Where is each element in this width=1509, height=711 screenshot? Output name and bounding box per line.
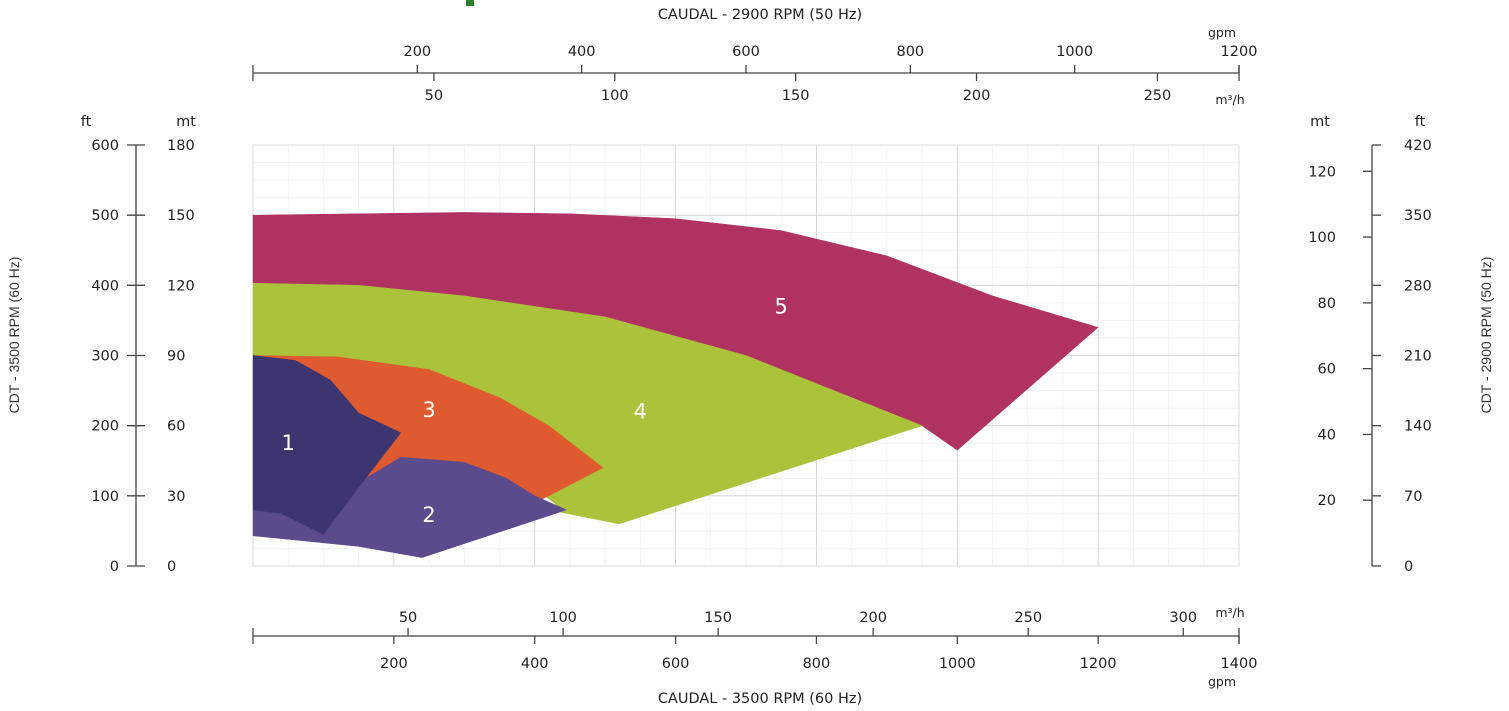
left-mt-tick-label: 60 [167, 419, 185, 435]
left-ft-unit: ft [81, 114, 92, 130]
left-vertical-title: CDT - 3500 RPM (60 Hz) [6, 257, 22, 414]
top-m3h-tick-label: 100 [601, 88, 629, 104]
right-ft-tick-label: 280 [1404, 278, 1432, 294]
left-ft-tick-label: 200 [91, 419, 119, 435]
top-m3h-unit: m³/h [1215, 92, 1244, 107]
right-mt-tick-label: 60 [1318, 362, 1336, 378]
region-1 [252, 355, 402, 535]
left-ft-tick-label: 100 [91, 489, 119, 505]
bottom-m3h-tick-label: 200 [859, 610, 887, 626]
top-m3h-tick-label: 50 [425, 88, 443, 104]
region-label-4: 4 [634, 400, 647, 424]
bottom-m3h-tick-label: 100 [549, 610, 577, 626]
top-gpm-tick-label: 600 [732, 44, 760, 60]
left-ft-tick-label: 0 [110, 559, 119, 575]
left-ft-tick-label: 400 [91, 278, 119, 294]
right-ft-tick-label: 140 [1404, 419, 1432, 435]
performance-regions [252, 212, 1099, 558]
region-labels: 5 4 3 2 1 [282, 294, 788, 526]
right-vertical-title: CDT - 2900 RPM (50 Hz) [1478, 257, 1494, 414]
left-mt-tick-label: 150 [167, 208, 195, 224]
left-mt-tick-label: 0 [167, 559, 176, 575]
right-ft-tick-label: 0 [1404, 559, 1413, 575]
bottom-m3h-unit: m³/h [1215, 605, 1244, 620]
region-label-3: 3 [422, 398, 435, 422]
top-gpm-tick-label: 400 [568, 44, 596, 60]
region-label-1: 1 [282, 431, 295, 455]
bottom-gpm-tick-label: 200 [380, 656, 408, 672]
right-mt-tick-label: 100 [1308, 230, 1336, 246]
left-mt-tick-label: 90 [167, 349, 185, 365]
right-ft-tick-label: 70 [1404, 489, 1422, 505]
bottom-gpm-tick-label: 1000 [939, 656, 976, 672]
top-m3h-tick-label: 150 [782, 88, 810, 104]
right-ft-tick-label: 350 [1404, 208, 1432, 224]
top-gpm-tick-label: 200 [403, 44, 431, 60]
right-ft-tick-label: 210 [1404, 349, 1432, 365]
right-ft-unit: ft [1415, 114, 1426, 130]
bottom-axis-title: CAUDAL - 3500 RPM (60 Hz) [658, 691, 862, 707]
right-mt-tick-label: 80 [1318, 296, 1336, 312]
bottom-m3h-tick-label: 250 [1014, 610, 1042, 626]
right-mt-tick-label: 20 [1318, 493, 1336, 509]
top-gpm-tick-label: 1200 [1221, 44, 1258, 60]
left-mt-tick-label: 30 [167, 489, 185, 505]
bottom-m3h-tick-label: 150 [704, 610, 732, 626]
top-m3h-tick-label: 250 [1144, 88, 1172, 104]
right-mt-unit: mt [1310, 114, 1330, 130]
top-gpm-tick-label: 1000 [1056, 44, 1093, 60]
left-ft-tick-label: 500 [91, 208, 119, 224]
top-m3h-tick-label: 200 [963, 88, 991, 104]
right-mt-tick-label: 120 [1308, 164, 1336, 180]
bottom-gpm-tick-label: 600 [662, 656, 690, 672]
bottom-m3h-tick-label: 300 [1169, 610, 1197, 626]
top-gpm-unit: gpm [1208, 25, 1236, 40]
bottom-m3h-tick-label: 50 [399, 610, 417, 626]
left-mt-tick-label: 180 [167, 138, 195, 154]
left-ft-tick-label: 300 [91, 349, 119, 365]
top-axis-title: CAUDAL - 2900 RPM (50 Hz) [658, 7, 862, 23]
bottom-gpm-tick-label: 400 [521, 656, 549, 672]
bottom-gpm-unit: gpm [1208, 674, 1236, 689]
bottom-gpm-tick-label: 800 [803, 656, 831, 672]
right-mt-tick-label: 40 [1318, 427, 1336, 443]
right-ft-tick-label: 420 [1404, 138, 1432, 154]
left-mt-tick-label: 120 [167, 278, 195, 294]
region-label-5: 5 [775, 294, 788, 318]
top-gpm-tick-label: 800 [896, 44, 924, 60]
left-mt-unit: mt [176, 114, 196, 130]
bottom-gpm-tick-label: 1400 [1221, 656, 1258, 672]
green-marker [466, 0, 474, 6]
bottom-gpm-tick-label: 1200 [1080, 656, 1117, 672]
region-label-2: 2 [422, 503, 435, 527]
left-ft-tick-label: 600 [91, 138, 119, 154]
